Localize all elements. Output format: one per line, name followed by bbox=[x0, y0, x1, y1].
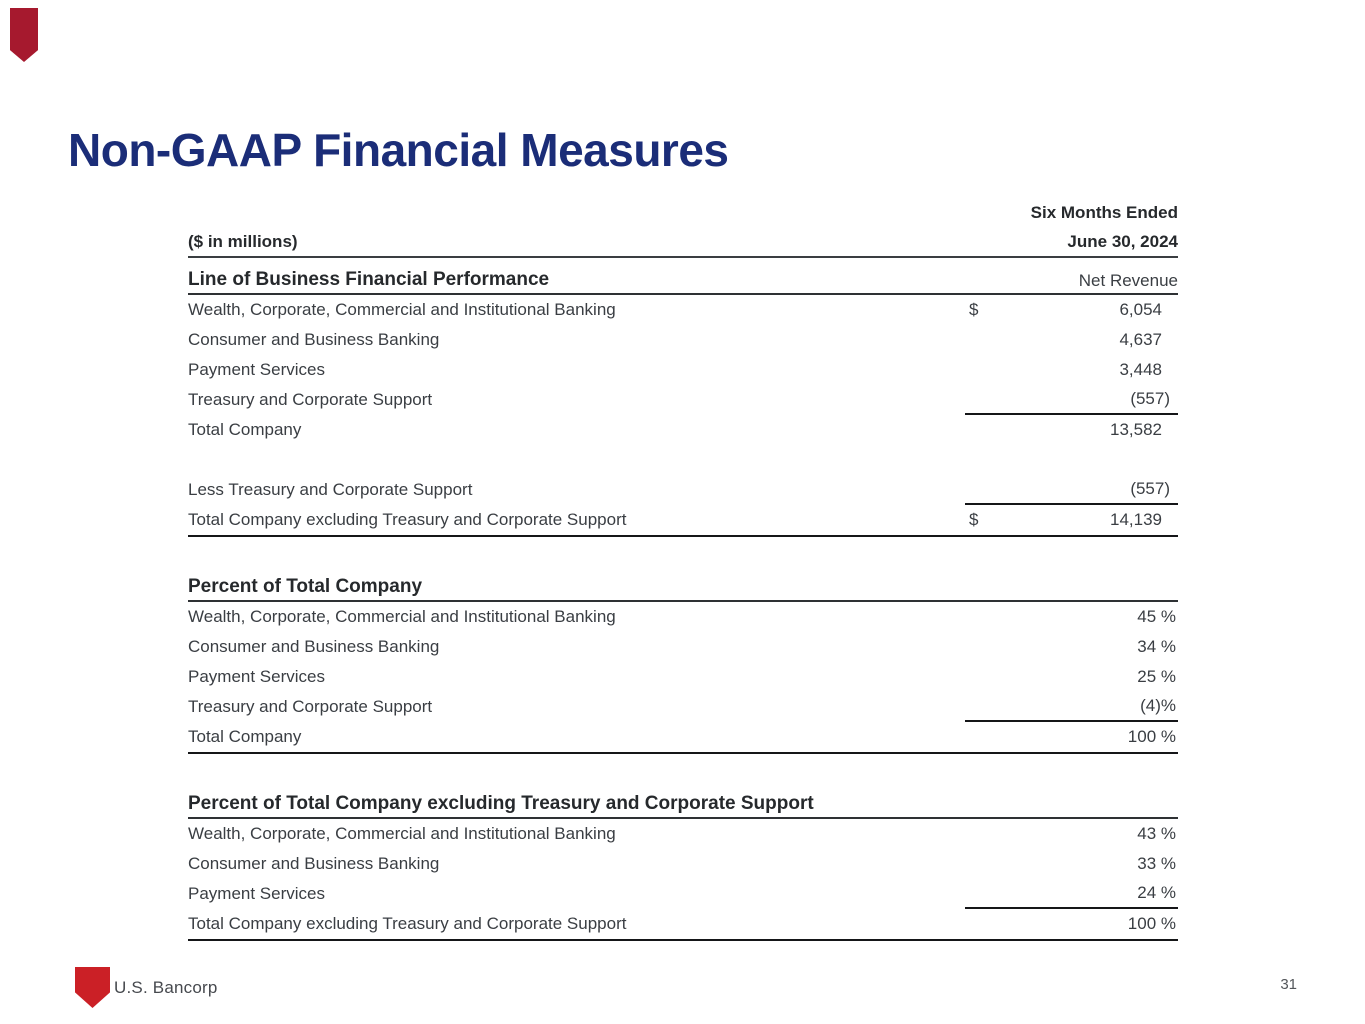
table-row: Treasury and Corporate Support (557) bbox=[188, 385, 1178, 415]
table-row: Wealth, Corporate, Commercial and Instit… bbox=[188, 295, 1178, 325]
table-row: Payment Services 24 % bbox=[188, 879, 1178, 909]
row-value: 45 % bbox=[1137, 607, 1176, 626]
row-label: Consumer and Business Banking bbox=[188, 637, 440, 656]
section-heading-row: Line of Business Financial Performance Ne… bbox=[188, 258, 1178, 295]
row-value: 14,139 bbox=[1110, 510, 1162, 529]
row-label: Wealth, Corporate, Commercial and Instit… bbox=[188, 300, 616, 319]
value-cell: 100 % bbox=[965, 909, 1178, 939]
value-cell: 43 % bbox=[965, 819, 1178, 849]
page-title: Non-GAAP Financial Measures bbox=[68, 123, 729, 176]
row-value: 25 % bbox=[1137, 667, 1176, 686]
table-row: Total Company excluding Treasury and Cor… bbox=[188, 909, 1178, 941]
table-row: Wealth, Corporate, Commercial and Instit… bbox=[188, 602, 1178, 632]
footer-brand-text: U.S. Bancorp bbox=[114, 978, 218, 997]
value-cell: 13,582 bbox=[965, 415, 1178, 445]
units-label: ($ in millions) bbox=[188, 231, 298, 251]
spacer-row bbox=[188, 445, 1178, 475]
table-row: Total Company excluding Treasury and Cor… bbox=[188, 505, 1178, 537]
period-label: Six Months Ended bbox=[1030, 202, 1178, 222]
us-bancorp-shield-accent-icon bbox=[10, 8, 38, 62]
section-title: Line of Business Financial Performance bbox=[188, 269, 550, 290]
row-label: Wealth, Corporate, Commercial and Instit… bbox=[188, 824, 616, 843]
row-label: Treasury and Corporate Support bbox=[188, 390, 433, 409]
value-cell: $14,139 bbox=[965, 505, 1178, 535]
table-sections: Line of Business Financial Performance Ne… bbox=[188, 258, 1178, 941]
row-label: Total Company bbox=[188, 420, 302, 439]
section-title: Percent of Total Company bbox=[188, 576, 423, 597]
row-label: Total Company bbox=[188, 727, 302, 746]
row-label: Payment Services bbox=[188, 667, 325, 686]
table-row: Total Company 100 % bbox=[188, 722, 1178, 754]
row-value: 43 % bbox=[1137, 824, 1176, 843]
table-row: Consumer and Business Banking 34 % bbox=[188, 632, 1178, 662]
value-cell: 24 % bbox=[965, 879, 1178, 909]
value-cell: 25 % bbox=[965, 662, 1178, 692]
currency-symbol: $ bbox=[969, 300, 979, 319]
value-cell: (557) bbox=[965, 385, 1178, 415]
table-row: Payment Services 3,448 bbox=[188, 355, 1178, 385]
table-row: Payment Services 25 % bbox=[188, 662, 1178, 692]
value-cell: 4,637 bbox=[965, 325, 1178, 355]
financial-table: Six Months Ended ($ in millions) June 30… bbox=[188, 198, 1178, 941]
row-label: Consumer and Business Banking bbox=[188, 330, 440, 349]
table-row: Consumer and Business Banking 4,637 bbox=[188, 325, 1178, 355]
table-section: Line of Business Financial Performance Ne… bbox=[188, 258, 1178, 537]
table-row: Less Treasury and Corporate Support (557) bbox=[188, 475, 1178, 505]
value-cell: 34 % bbox=[965, 632, 1178, 662]
currency-symbol: $ bbox=[969, 510, 979, 529]
value-cell: 33 % bbox=[965, 849, 1178, 879]
table-row: Treasury and Corporate Support (4)% bbox=[188, 692, 1178, 722]
value-cell: $6,054 bbox=[965, 295, 1178, 325]
date-label: June 30, 2024 bbox=[1067, 231, 1178, 251]
row-value: 3,448 bbox=[1119, 360, 1162, 379]
section-heading-row: Percent of Total Company bbox=[188, 570, 1178, 602]
table-section: Percent of Total Company Wealth, Corporat… bbox=[188, 570, 1178, 754]
row-label: Payment Services bbox=[188, 360, 325, 379]
table-row: Total Company 13,582 bbox=[188, 415, 1178, 445]
row-value: 100 % bbox=[1127, 914, 1176, 933]
row-value: 34 % bbox=[1137, 637, 1176, 656]
us-bancorp-shield-logo-icon bbox=[75, 967, 110, 1008]
row-value: 4,637 bbox=[1119, 330, 1162, 349]
row-label: Wealth, Corporate, Commercial and Instit… bbox=[188, 607, 616, 626]
table-row: Consumer and Business Banking 33 % bbox=[188, 849, 1178, 879]
table-period-row: Six Months Ended bbox=[188, 198, 1178, 227]
row-value: 100 % bbox=[1127, 727, 1176, 746]
row-value: (557) bbox=[1130, 389, 1170, 408]
table-header-row: ($ in millions) June 30, 2024 bbox=[188, 227, 1178, 258]
value-cell: (557) bbox=[965, 475, 1178, 505]
row-label: Consumer and Business Banking bbox=[188, 854, 440, 873]
row-value: 33 % bbox=[1137, 854, 1176, 873]
row-value: 13,582 bbox=[1110, 420, 1162, 439]
row-value: (557) bbox=[1130, 479, 1170, 498]
value-cell: (4)% bbox=[965, 692, 1178, 722]
row-label: Treasury and Corporate Support bbox=[188, 697, 433, 716]
value-cell: 100 % bbox=[965, 722, 1178, 752]
page-number: 31 bbox=[1280, 976, 1297, 993]
table-section: Percent of Total Company excluding Treas… bbox=[188, 787, 1178, 941]
value-cell: 45 % bbox=[965, 602, 1178, 632]
row-value: 24 % bbox=[1137, 883, 1176, 902]
row-value: 6,054 bbox=[1119, 300, 1162, 319]
value-cell: 3,448 bbox=[965, 355, 1178, 385]
section-heading-row: Percent of Total Company excluding Treas… bbox=[188, 787, 1178, 819]
row-label: Payment Services bbox=[188, 884, 325, 903]
column-header: Net Revenue bbox=[1078, 271, 1178, 290]
section-title: Percent of Total Company excluding Treas… bbox=[188, 793, 814, 814]
row-label: Less Treasury and Corporate Support bbox=[188, 480, 473, 499]
table-row: Wealth, Corporate, Commercial and Instit… bbox=[188, 819, 1178, 849]
row-label: Total Company excluding Treasury and Cor… bbox=[188, 510, 627, 529]
row-value: (4)% bbox=[1140, 696, 1176, 715]
row-label: Total Company excluding Treasury and Cor… bbox=[188, 914, 627, 933]
